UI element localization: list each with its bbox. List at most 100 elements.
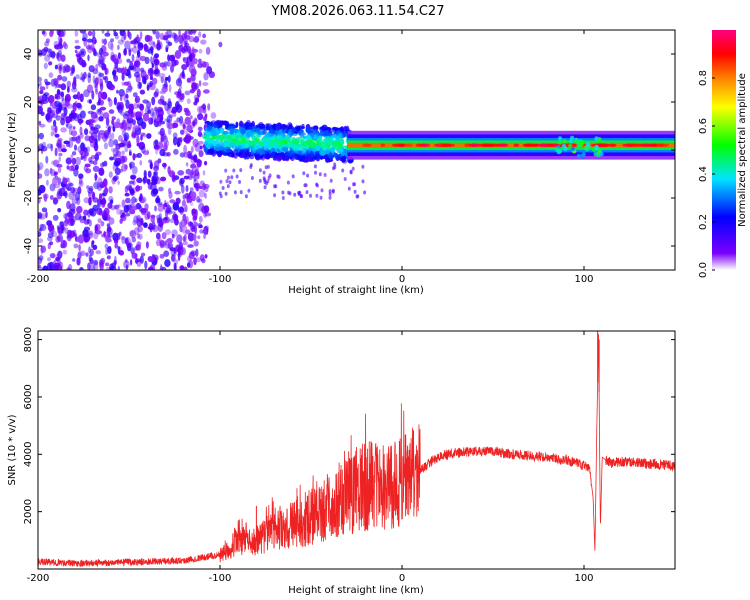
- spectrogram-cell: [197, 113, 203, 120]
- spectrogram-cell: [124, 205, 130, 213]
- spectrogram-cell: [202, 34, 206, 39]
- spectrogram-cell: [95, 224, 101, 231]
- spectrogram-cell: [165, 77, 169, 81]
- spectrogram-x-tick-label: 0: [399, 274, 405, 285]
- spectrogram-x-tick-label: 100: [574, 274, 593, 285]
- spectrogram-cell: [47, 143, 53, 148]
- spectrogram-cell: [232, 138, 236, 142]
- spectrogram-cell: [220, 194, 223, 198]
- spectrogram-cell: [309, 194, 312, 198]
- spectrogram-cell: [187, 244, 194, 248]
- spectrogram-cell: [63, 250, 68, 255]
- spectrogram-cell: [118, 52, 121, 59]
- spectrogram-cell: [174, 191, 180, 195]
- spectrogram-cell: [187, 256, 191, 263]
- spectrogram-cell: [315, 146, 318, 149]
- spectrogram-cell: [180, 130, 184, 135]
- spectrogram-cell: [93, 260, 98, 266]
- spectrogram-cell: [118, 40, 124, 45]
- spectrogram-cell: [108, 99, 112, 107]
- spectrogram-cell: [300, 138, 306, 144]
- spectrogram-cell: [175, 101, 180, 110]
- spectrogram-cell: [275, 126, 280, 130]
- spectrogram-cell: [148, 69, 154, 76]
- spectrogram-cell: [82, 62, 86, 67]
- spectrogram-cell: [164, 118, 170, 122]
- spectrogram-cell: [195, 166, 198, 174]
- spectrogram-cell: [99, 91, 103, 95]
- spectrogram-cell: [65, 101, 70, 107]
- spectrogram-cell: [107, 246, 111, 254]
- spectrogram-cell: [190, 191, 196, 199]
- spectrogram-cell: [183, 137, 189, 143]
- spectrogram-cell: [60, 118, 65, 126]
- spectrogram-cell: [266, 152, 270, 159]
- spectrogram-cell: [156, 195, 159, 202]
- spectrogram-cell: [123, 132, 129, 140]
- spectrogram-cell: [329, 153, 333, 159]
- spectrogram-cell: [558, 136, 562, 140]
- spectrogram-y-tick-label: 40: [23, 48, 34, 61]
- spectrogram-cell: [562, 139, 566, 143]
- spectrogram-cell: [179, 242, 184, 250]
- spectrogram-cell: [464, 144, 469, 147]
- spectrogram-cell: [114, 243, 118, 249]
- spectrogram-cell: [185, 205, 187, 213]
- spectrogram-cell: [143, 113, 149, 122]
- spectrogram-cell: [181, 48, 186, 53]
- spectrogram-cell: [136, 135, 139, 144]
- snr-y-tick-label: 4000: [23, 442, 34, 467]
- spectrogram-cell: [238, 180, 241, 184]
- spectrogram-cell: [169, 170, 175, 178]
- spectrogram-cell: [187, 98, 191, 104]
- spectrogram-cell: [198, 131, 202, 137]
- spectrogram-cell: [89, 119, 94, 124]
- spectrogram-cell: [296, 125, 300, 131]
- snr-x-tick-label: 100: [574, 573, 593, 584]
- spectrogram-cell: [300, 194, 303, 198]
- spectrogram-cell: [83, 39, 87, 47]
- spectrogram-cell: [61, 92, 64, 101]
- spectrogram-cell: [87, 39, 94, 43]
- spectrogram-cell: [167, 42, 172, 46]
- spectrogram-cell: [219, 180, 222, 184]
- spectrogram-cell: [158, 109, 164, 118]
- spectrogram-cell: [585, 147, 589, 151]
- spectrogram-cell: [151, 118, 154, 125]
- spectrogram-cell: [323, 145, 328, 151]
- spectrogram-cell: [178, 98, 184, 102]
- spectrogram-cell: [177, 170, 184, 176]
- spectrogram-cell: [231, 153, 234, 158]
- spectrogram-cell: [299, 156, 304, 160]
- spectrogram-cell: [223, 121, 230, 124]
- spectrogram-cell: [183, 73, 186, 79]
- spectrogram-cell: [352, 167, 355, 171]
- spectrogram-cell: [88, 208, 93, 215]
- spectrogram-cell: [119, 155, 125, 164]
- spectrogram-cell: [137, 37, 142, 42]
- spectrogram-cell: [246, 130, 251, 137]
- spectrogram-cell: [107, 202, 112, 209]
- spectrogram-cell: [137, 153, 142, 158]
- spectrogram-cell: [126, 243, 133, 248]
- spectrogram-cell: [113, 148, 119, 156]
- spectrogram-cell: [95, 77, 99, 86]
- spectrogram-cell: [302, 171, 305, 175]
- spectrogram-cell: [155, 116, 159, 121]
- spectrogram-cell: [103, 178, 108, 187]
- spectrogram-cell: [50, 168, 53, 175]
- spectrogram-cell: [232, 169, 235, 173]
- spectrogram-cell: [227, 176, 230, 180]
- spectrogram-cell: [278, 131, 282, 134]
- spectrogram-cell: [149, 224, 155, 228]
- figure-title: YM08.2026.063.11.54.C27: [271, 4, 445, 19]
- spectrogram-cell: [61, 28, 66, 37]
- spectrogram-cell: [131, 204, 137, 210]
- spectrogram-cell: [132, 166, 138, 174]
- spectrogram-cell: [60, 127, 67, 132]
- spectrogram-cell: [48, 61, 52, 65]
- spectrogram-cell: [125, 94, 128, 98]
- spectrogram-cell: [197, 89, 201, 98]
- spectrogram-cell: [574, 139, 578, 143]
- spectrogram-cell: [51, 161, 57, 166]
